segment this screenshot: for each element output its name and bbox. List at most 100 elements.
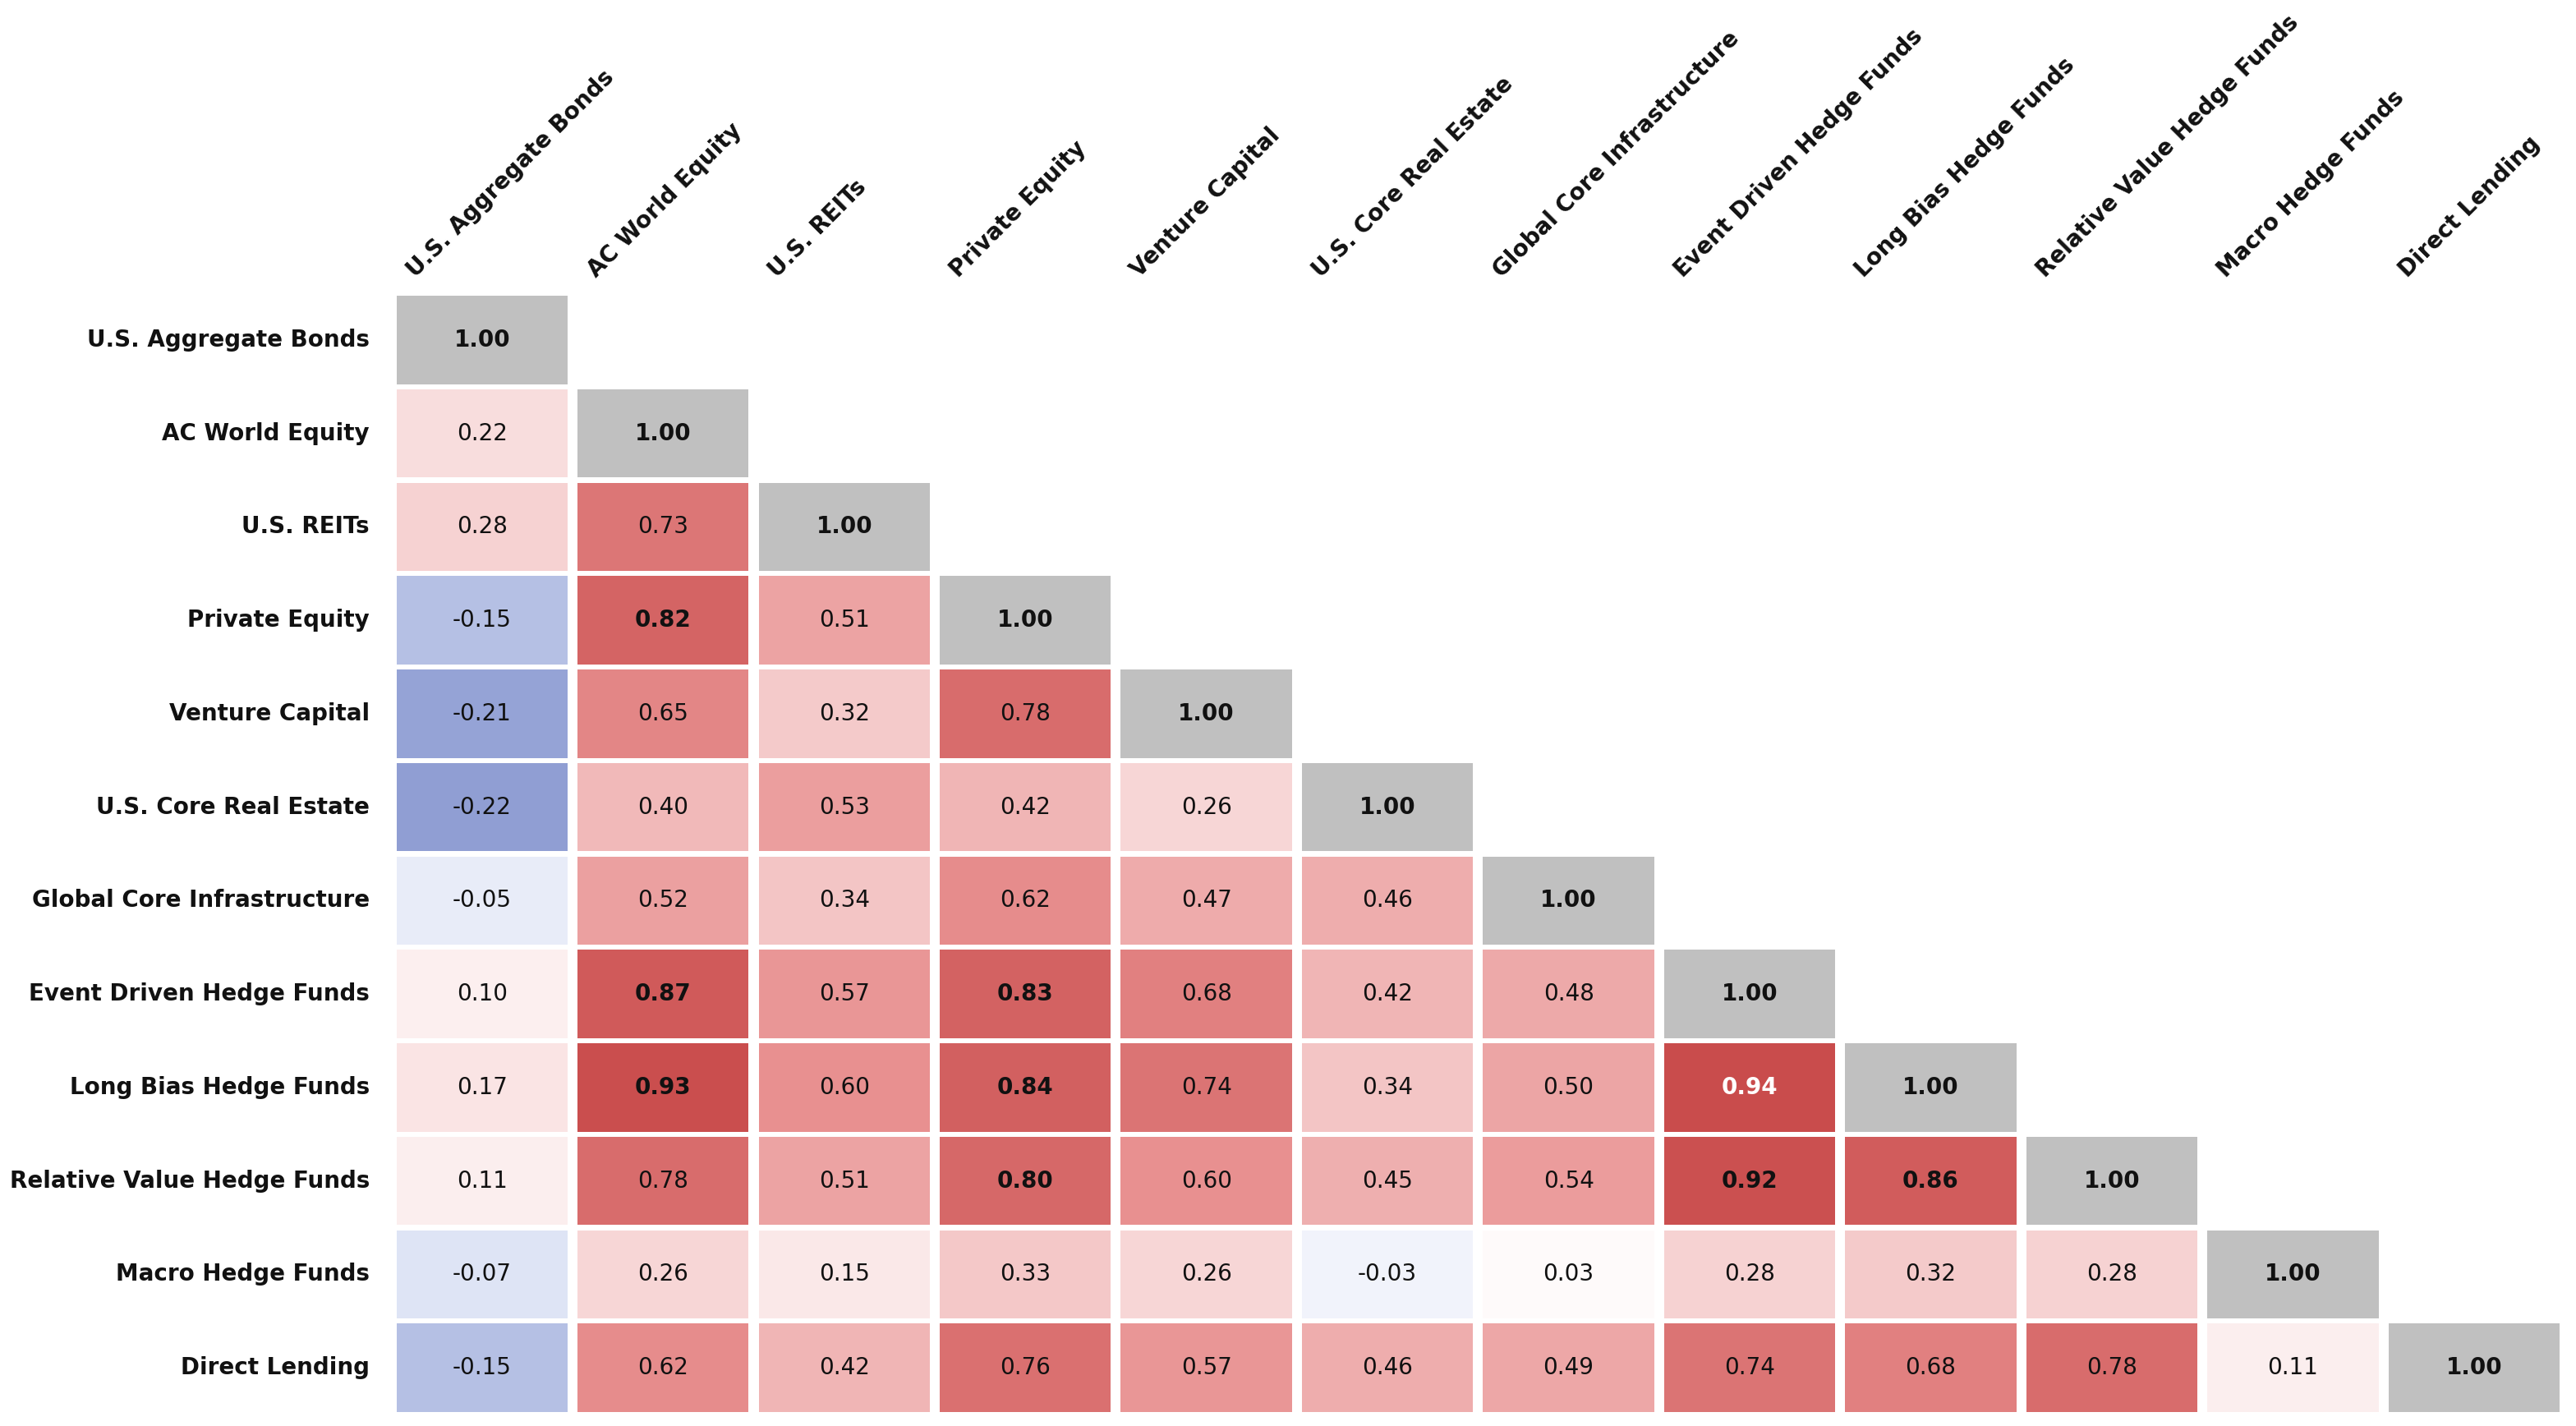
FancyBboxPatch shape xyxy=(2208,1323,2378,1412)
FancyBboxPatch shape xyxy=(577,763,750,851)
Text: 0.11: 0.11 xyxy=(2267,1356,2318,1379)
Text: 0.48: 0.48 xyxy=(1543,983,1595,1005)
Text: 0.46: 0.46 xyxy=(1363,890,1412,913)
FancyBboxPatch shape xyxy=(1301,763,1473,851)
FancyBboxPatch shape xyxy=(1121,1323,1293,1412)
FancyBboxPatch shape xyxy=(760,950,930,1038)
Text: 0.28: 0.28 xyxy=(456,515,507,539)
FancyBboxPatch shape xyxy=(397,670,567,759)
FancyBboxPatch shape xyxy=(940,576,1110,665)
Text: 0.28: 0.28 xyxy=(2087,1263,2138,1286)
Text: Relative Value Hedge Funds: Relative Value Hedge Funds xyxy=(2032,11,2303,282)
Text: 0.22: 0.22 xyxy=(456,422,507,445)
Text: 0.51: 0.51 xyxy=(819,1169,871,1192)
Text: Venture Capital: Venture Capital xyxy=(1126,124,1285,282)
FancyBboxPatch shape xyxy=(1121,857,1293,945)
Text: 0.26: 0.26 xyxy=(639,1263,688,1286)
FancyBboxPatch shape xyxy=(397,483,567,570)
Text: 0.26: 0.26 xyxy=(1180,1263,1231,1286)
FancyBboxPatch shape xyxy=(1121,763,1293,851)
FancyBboxPatch shape xyxy=(2027,1137,2197,1225)
Text: 0.26: 0.26 xyxy=(1180,796,1231,819)
FancyBboxPatch shape xyxy=(1484,1231,1654,1319)
FancyBboxPatch shape xyxy=(760,576,930,665)
FancyBboxPatch shape xyxy=(760,763,930,851)
Text: Long Bias Hedge Funds: Long Bias Hedge Funds xyxy=(70,1077,371,1099)
Text: 0.17: 0.17 xyxy=(456,1077,507,1099)
Text: 0.94: 0.94 xyxy=(1721,1077,1777,1099)
Text: Macro Hedge Funds: Macro Hedge Funds xyxy=(116,1263,371,1286)
FancyBboxPatch shape xyxy=(1844,1044,2017,1132)
FancyBboxPatch shape xyxy=(397,576,567,665)
FancyBboxPatch shape xyxy=(760,857,930,945)
FancyBboxPatch shape xyxy=(1484,1137,1654,1225)
FancyBboxPatch shape xyxy=(397,389,567,478)
FancyBboxPatch shape xyxy=(1484,1044,1654,1132)
FancyBboxPatch shape xyxy=(1301,950,1473,1038)
Text: -0.15: -0.15 xyxy=(453,1356,513,1379)
Text: Direct Lending: Direct Lending xyxy=(2396,133,2545,282)
FancyBboxPatch shape xyxy=(577,1323,750,1412)
Text: 0.32: 0.32 xyxy=(1906,1263,1955,1286)
Text: 0.78: 0.78 xyxy=(639,1169,688,1192)
FancyBboxPatch shape xyxy=(397,1044,567,1132)
FancyBboxPatch shape xyxy=(1121,950,1293,1038)
Text: 1.00: 1.00 xyxy=(997,609,1054,632)
Text: 0.76: 0.76 xyxy=(999,1356,1051,1379)
FancyBboxPatch shape xyxy=(940,1231,1110,1319)
FancyBboxPatch shape xyxy=(760,1323,930,1412)
FancyBboxPatch shape xyxy=(577,389,750,478)
FancyBboxPatch shape xyxy=(1844,1323,2017,1412)
Text: 0.32: 0.32 xyxy=(819,702,871,726)
FancyBboxPatch shape xyxy=(940,950,1110,1038)
FancyBboxPatch shape xyxy=(1121,670,1293,759)
Text: 0.92: 0.92 xyxy=(1721,1169,1777,1192)
Text: 0.86: 0.86 xyxy=(1904,1169,1958,1192)
FancyBboxPatch shape xyxy=(1301,1137,1473,1225)
Text: -0.22: -0.22 xyxy=(453,796,513,819)
FancyBboxPatch shape xyxy=(397,1231,567,1319)
FancyBboxPatch shape xyxy=(577,857,750,945)
Text: 0.34: 0.34 xyxy=(819,890,871,913)
FancyBboxPatch shape xyxy=(1664,950,1834,1038)
Text: 1.00: 1.00 xyxy=(453,328,510,351)
Text: 0.11: 0.11 xyxy=(456,1169,507,1192)
Text: Event Driven Hedge Funds: Event Driven Hedge Funds xyxy=(1669,24,1927,282)
Text: 0.49: 0.49 xyxy=(1543,1356,1595,1379)
Text: 0.46: 0.46 xyxy=(1363,1356,1412,1379)
Text: 0.82: 0.82 xyxy=(634,609,690,632)
Text: AC World Equity: AC World Equity xyxy=(582,118,747,282)
FancyBboxPatch shape xyxy=(577,670,750,759)
Text: 1.00: 1.00 xyxy=(817,515,873,539)
Text: 0.51: 0.51 xyxy=(819,609,871,632)
FancyBboxPatch shape xyxy=(1301,1044,1473,1132)
Text: 0.74: 0.74 xyxy=(1723,1356,1775,1379)
FancyBboxPatch shape xyxy=(760,483,930,570)
Text: 0.87: 0.87 xyxy=(634,983,690,1005)
Text: 0.47: 0.47 xyxy=(1180,890,1231,913)
Text: 0.57: 0.57 xyxy=(1180,1356,1231,1379)
FancyBboxPatch shape xyxy=(940,1044,1110,1132)
FancyBboxPatch shape xyxy=(2208,1231,2378,1319)
FancyBboxPatch shape xyxy=(940,857,1110,945)
FancyBboxPatch shape xyxy=(1484,1323,1654,1412)
Text: 0.53: 0.53 xyxy=(819,796,871,819)
FancyBboxPatch shape xyxy=(577,1231,750,1319)
Text: -0.21: -0.21 xyxy=(453,702,513,726)
Text: Macro Hedge Funds: Macro Hedge Funds xyxy=(2213,87,2409,282)
FancyBboxPatch shape xyxy=(1664,1137,1834,1225)
Text: 1.00: 1.00 xyxy=(2084,1169,2141,1192)
FancyBboxPatch shape xyxy=(2027,1323,2197,1412)
FancyBboxPatch shape xyxy=(760,670,930,759)
Text: 0.73: 0.73 xyxy=(639,515,688,539)
FancyBboxPatch shape xyxy=(397,295,567,384)
FancyBboxPatch shape xyxy=(577,576,750,665)
FancyBboxPatch shape xyxy=(397,857,567,945)
FancyBboxPatch shape xyxy=(760,1137,930,1225)
FancyBboxPatch shape xyxy=(940,1323,1110,1412)
FancyBboxPatch shape xyxy=(940,1137,1110,1225)
Text: Direct Lending: Direct Lending xyxy=(180,1356,371,1379)
Text: 1.00: 1.00 xyxy=(1360,796,1417,819)
FancyBboxPatch shape xyxy=(1484,950,1654,1038)
FancyBboxPatch shape xyxy=(1844,1231,2017,1319)
